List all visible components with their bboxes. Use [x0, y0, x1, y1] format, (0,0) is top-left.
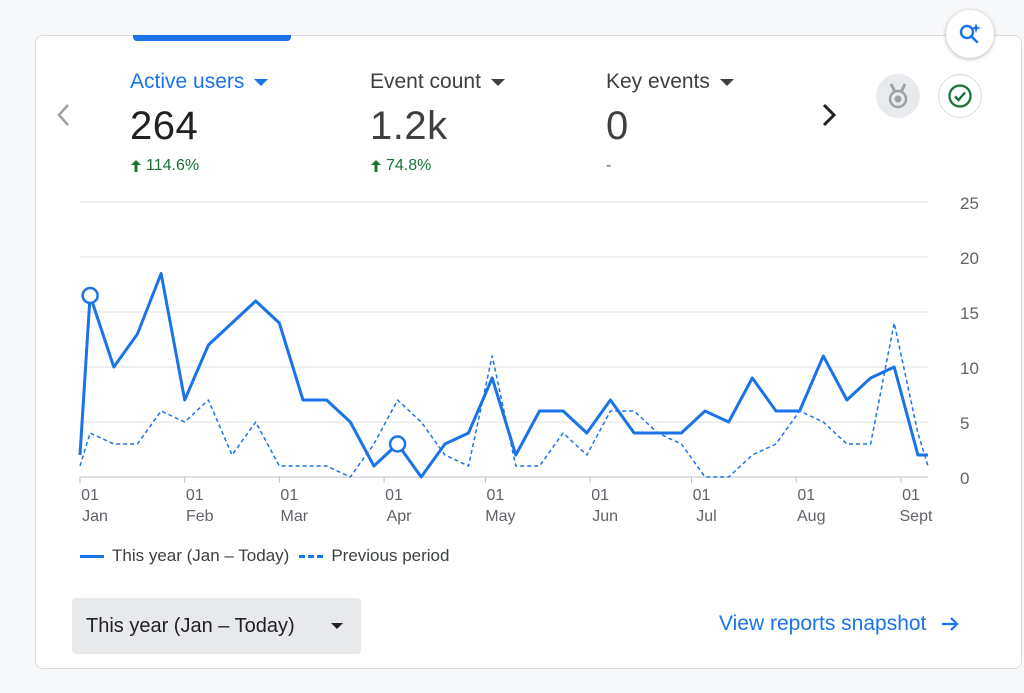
y-tick-label: 5	[960, 414, 969, 433]
x-tick-month: Feb	[186, 508, 214, 525]
y-tick-label: 20	[960, 249, 979, 268]
metric-value: 264	[130, 104, 199, 148]
y-tick-label: 10	[960, 359, 979, 378]
x-tick-month: Mar	[281, 508, 309, 525]
x-tick-month: Apr	[387, 508, 413, 525]
check-circle-icon[interactable]	[938, 74, 982, 118]
y-tick-label: 0	[960, 469, 969, 488]
x-tick-day: 01	[693, 487, 711, 504]
metric-event-count[interactable]: Event count 1.2k 74.8%	[370, 70, 505, 175]
data-point-marker	[388, 435, 407, 453]
search-insights-icon[interactable]	[946, 10, 994, 58]
metric-value: 1.2k	[370, 104, 448, 148]
legend-item-this-year[interactable]: This year (Jan – Today)	[80, 546, 289, 566]
x-tick-day: 01	[797, 487, 815, 504]
x-tick-month: Sept	[900, 508, 933, 525]
metric-change: 114.6%	[130, 157, 268, 175]
metric-label[interactable]: Active users	[130, 70, 269, 94]
chart-legend: This year (Jan – Today) Previous period	[80, 546, 459, 566]
metric-label[interactable]: Event count	[370, 70, 505, 94]
arrow-up-icon	[131, 160, 141, 172]
metric-value: 0	[606, 104, 629, 148]
metric-change: 74.8%	[370, 157, 505, 175]
summary-card	[35, 35, 1022, 669]
chevron-right-icon[interactable]	[818, 100, 840, 130]
x-tick-month: Jul	[696, 508, 716, 525]
metric-active-users[interactable]: Active users 264 114.6%	[130, 70, 269, 175]
arrow-up-icon	[371, 160, 381, 172]
view-reports-snapshot-link[interactable]: View reports snapshot	[719, 612, 960, 636]
active-tab-indicator	[133, 35, 291, 41]
legend-swatch	[299, 554, 324, 558]
caret-down-icon	[254, 78, 269, 86]
arrow-right-icon	[942, 617, 959, 631]
x-tick-month: Jan	[82, 508, 108, 525]
metric-key-events[interactable]: Key events 0 -	[606, 70, 734, 175]
x-tick-day: 01	[81, 487, 99, 504]
x-tick-month: Jun	[592, 508, 618, 525]
y-tick-label: 25	[960, 194, 979, 213]
x-tick-day: 01	[385, 487, 403, 504]
caret-down-icon	[490, 78, 505, 86]
date-range-dropdown[interactable]: This year (Jan – Today)	[72, 598, 361, 654]
caret-down-icon	[719, 78, 734, 86]
x-tick-day: 01	[902, 487, 920, 504]
x-tick-day: 01	[186, 487, 204, 504]
medal-icon[interactable]	[876, 74, 920, 118]
legend-item-previous[interactable]: Previous period	[299, 546, 449, 566]
x-tick-day: 01	[487, 487, 505, 504]
caret-down-icon	[331, 623, 343, 629]
x-tick-month: Aug	[797, 508, 825, 525]
series-this-year-line	[78, 272, 928, 479]
x-tick-month: May	[485, 508, 515, 525]
metric-change: -	[606, 157, 612, 174]
data-point-marker	[81, 286, 99, 305]
chevron-left-icon[interactable]	[54, 100, 74, 130]
y-tick-label: 15	[960, 304, 979, 323]
x-tick-day: 01	[591, 487, 609, 504]
legend-swatch	[80, 554, 104, 558]
metric-label[interactable]: Key events	[606, 70, 734, 94]
series-previous-period-line	[79, 322, 929, 478]
x-tick-day: 01	[280, 487, 298, 504]
